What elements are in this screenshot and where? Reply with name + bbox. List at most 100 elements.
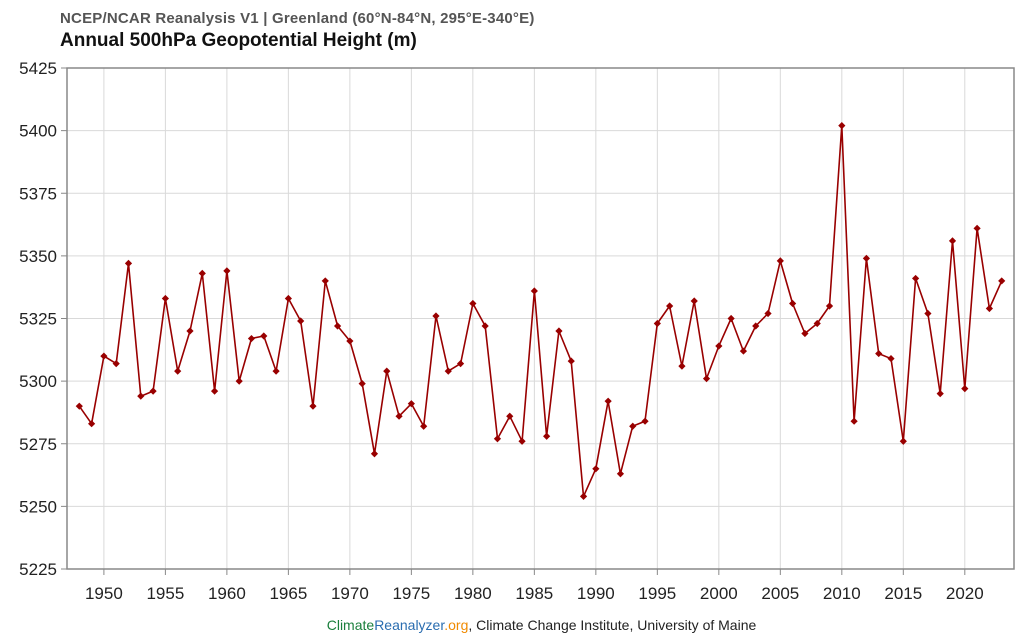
data-point-1990 bbox=[592, 465, 600, 473]
data-point-1972 bbox=[370, 450, 379, 458]
data-point-1954 bbox=[149, 387, 157, 395]
y-tick-label: 5225 bbox=[19, 560, 57, 579]
data-point-1984 bbox=[518, 437, 526, 445]
data-point-2022 bbox=[985, 304, 994, 313]
data-point-1970 bbox=[346, 337, 354, 345]
data-point-1957 bbox=[186, 327, 194, 335]
data-point-1989 bbox=[579, 492, 588, 500]
data-point-1961 bbox=[235, 377, 243, 385]
x-tick-label: 2000 bbox=[700, 584, 738, 603]
data-point-1965 bbox=[284, 294, 292, 303]
data-point-1999 bbox=[702, 375, 711, 383]
x-tick-label: 1995 bbox=[638, 584, 676, 603]
data-point-1985 bbox=[530, 287, 538, 295]
series-markers bbox=[75, 122, 1006, 500]
series-line bbox=[78, 124, 1003, 498]
data-point-2020 bbox=[961, 385, 969, 393]
data-point-1971 bbox=[358, 380, 366, 388]
data-point-1969 bbox=[333, 322, 342, 330]
y-tick-label: 5425 bbox=[19, 59, 57, 78]
data-point-1977 bbox=[432, 312, 440, 320]
footer-brand-reanalyzer[interactable]: Reanalyzer bbox=[374, 617, 445, 633]
y-tick-label: 5400 bbox=[19, 122, 57, 141]
x-tick-label: 2010 bbox=[823, 584, 861, 603]
x-tick-label: 1960 bbox=[208, 584, 246, 603]
x-tick-label: 1965 bbox=[269, 584, 307, 603]
data-point-2005 bbox=[776, 257, 784, 265]
data-point-2011 bbox=[850, 417, 858, 425]
x-tick-label: 1970 bbox=[331, 584, 369, 603]
data-point-2000 bbox=[715, 342, 723, 350]
data-point-1958 bbox=[198, 269, 206, 278]
x-tick-label: 1955 bbox=[146, 584, 184, 603]
gridlines bbox=[67, 67, 1014, 570]
data-point-1994 bbox=[641, 417, 649, 425]
x-tick-label: 1990 bbox=[577, 584, 615, 603]
data-point-1952 bbox=[124, 259, 133, 267]
data-point-1948 bbox=[75, 402, 83, 410]
data-point-1950 bbox=[100, 352, 108, 360]
chart-title: Annual 500hPa Geopotential Height (m) bbox=[60, 30, 417, 51]
footer-brand-org[interactable]: .org bbox=[444, 617, 469, 633]
data-point-1973 bbox=[383, 367, 391, 375]
y-tick-label: 5300 bbox=[19, 372, 57, 391]
footer-credit: ClimateReanalyzer.org, Climate Change In… bbox=[0, 617, 1024, 633]
data-point-1974 bbox=[395, 412, 403, 420]
data-point-1980 bbox=[469, 299, 477, 308]
data-point-1997 bbox=[678, 362, 686, 370]
data-point-2014 bbox=[887, 354, 895, 363]
y-tick-label: 5325 bbox=[19, 310, 57, 329]
data-point-1979 bbox=[456, 359, 465, 368]
y-tick-label: 5375 bbox=[19, 184, 57, 203]
data-point-2003 bbox=[752, 322, 760, 330]
data-point-1978 bbox=[444, 367, 452, 375]
data-point-2008 bbox=[813, 319, 821, 328]
chart-subtitle: NCEP/NCAR Reanalysis V1 | Greenland (60°… bbox=[60, 10, 535, 27]
data-point-1962 bbox=[247, 334, 256, 343]
data-point-1975 bbox=[407, 400, 415, 408]
axis-ticks: 5225 5250 5275 5300 5325 5350 5375 5400 5425 1950… bbox=[19, 59, 984, 603]
footer-brand-climate[interactable]: Climate bbox=[326, 617, 375, 633]
data-point-2023 bbox=[998, 277, 1006, 285]
data-point-1987 bbox=[555, 327, 563, 335]
data-point-1960 bbox=[223, 267, 231, 275]
data-point-2017 bbox=[924, 309, 932, 318]
data-point-1998 bbox=[690, 297, 698, 305]
series-polyline bbox=[78, 124, 1003, 498]
data-point-2013 bbox=[875, 349, 883, 358]
data-point-2015 bbox=[899, 437, 907, 445]
data-point-2016 bbox=[912, 274, 920, 283]
x-tick-label: 2005 bbox=[761, 584, 799, 603]
data-point-1996 bbox=[666, 302, 674, 310]
footer-institution: , Climate Change Institute, University o… bbox=[468, 617, 757, 633]
data-point-1959 bbox=[210, 387, 219, 395]
data-point-1951 bbox=[112, 359, 120, 368]
data-point-1949 bbox=[87, 420, 96, 428]
data-point-2019 bbox=[948, 237, 957, 245]
data-point-1955 bbox=[161, 294, 169, 303]
x-tick-label: 1985 bbox=[515, 584, 553, 603]
y-tick-label: 5250 bbox=[19, 497, 57, 516]
data-point-1956 bbox=[174, 367, 182, 375]
data-point-2002 bbox=[739, 347, 748, 355]
data-point-1986 bbox=[543, 432, 551, 440]
data-point-1995 bbox=[653, 319, 661, 328]
data-point-1953 bbox=[137, 392, 145, 400]
data-point-2006 bbox=[789, 299, 797, 308]
data-point-1983 bbox=[506, 412, 514, 420]
data-point-1964 bbox=[272, 367, 280, 375]
data-point-1967 bbox=[309, 402, 317, 410]
x-tick-label: 1975 bbox=[392, 584, 430, 603]
data-point-1992 bbox=[616, 470, 625, 478]
data-point-1988 bbox=[567, 357, 575, 365]
data-point-1991 bbox=[604, 397, 612, 405]
data-point-1982 bbox=[493, 435, 502, 443]
data-point-1981 bbox=[481, 322, 489, 330]
data-point-1963 bbox=[260, 332, 268, 340]
data-point-2021 bbox=[973, 224, 981, 232]
x-tick-label: 2015 bbox=[884, 584, 922, 603]
data-point-1966 bbox=[297, 317, 305, 325]
data-point-2009 bbox=[825, 302, 834, 310]
data-point-1976 bbox=[420, 422, 428, 430]
